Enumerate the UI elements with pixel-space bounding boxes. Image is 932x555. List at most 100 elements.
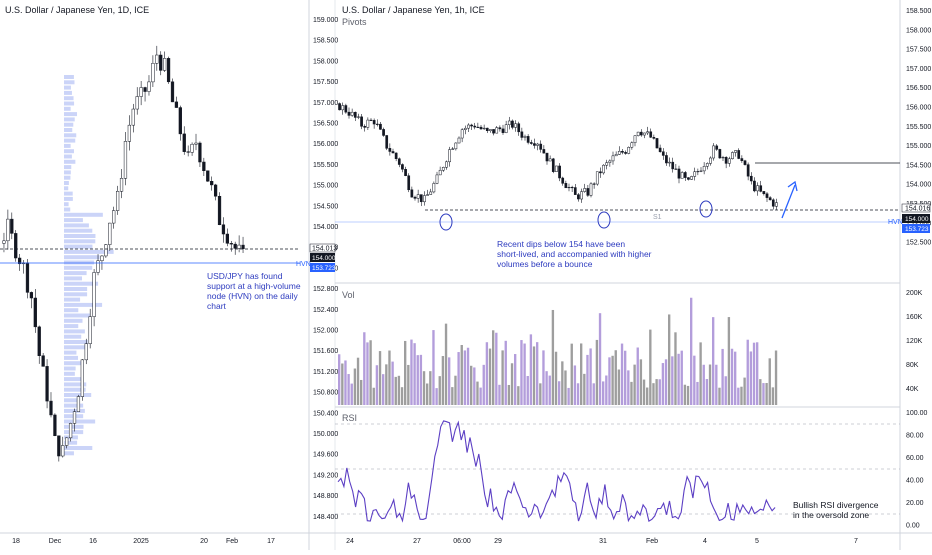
volume-bar (495, 332, 498, 405)
hourly-candle-body (671, 161, 675, 170)
volume-bar (690, 297, 693, 405)
profile-bar (64, 318, 83, 323)
hourly-candle-body (526, 136, 530, 143)
annotation-line-4: chart (207, 301, 227, 311)
hourly-candle-body (558, 165, 561, 179)
daily-candle-body (186, 151, 190, 153)
volume-bar (360, 379, 363, 405)
volume-bar (422, 371, 426, 405)
daily-candle-body (65, 437, 69, 446)
volume-bar (397, 375, 401, 405)
hourly-candle-body (511, 120, 514, 128)
daily-x-tick: 2025 (133, 538, 149, 545)
profile-bar (64, 106, 71, 111)
volume-bar (545, 371, 548, 405)
hourly-candle-body (621, 150, 624, 153)
hourly-candle-body (665, 155, 668, 164)
volume-bar (774, 350, 778, 405)
hourly-candle-body (429, 191, 433, 195)
hourly-candle-body (775, 202, 778, 207)
volume-bar (636, 347, 639, 405)
volume-bar (404, 340, 407, 405)
volume-bar (737, 387, 740, 405)
hourly-candle-body (599, 171, 602, 174)
rsi-y-tick: 40.00 (906, 478, 924, 485)
volume-bar (664, 359, 668, 405)
profile-bar (64, 223, 89, 228)
daily-candle-body (217, 195, 222, 226)
daily-y-axis: 159.000 158.500 158.000 157.500 157.000 156.5… (313, 17, 338, 521)
daily-candle-body (45, 366, 49, 402)
volume-bar (554, 351, 558, 405)
volume-bar (363, 332, 366, 405)
daily-y-tick: 149.200 (313, 472, 338, 479)
hourly-candle-body (454, 142, 458, 150)
hourly-chart-panel: U.S. Dollar / Japanese Yen, 1h, ICE Pivo… (335, 5, 931, 545)
daily-y-tick: 152.400 (313, 307, 338, 314)
hourly-candle-body (479, 126, 483, 130)
volume-bar (429, 371, 432, 405)
hourly-annotation-line-1: Recent dips below 154 have been (497, 239, 625, 249)
volume-bar (652, 383, 655, 405)
daily-x-tick: 16 (89, 538, 97, 545)
profile-bar (64, 239, 96, 244)
profile-bar (64, 419, 96, 424)
hourly-candle-body (353, 111, 357, 118)
volume-bar (696, 381, 699, 405)
hourly-candle-body (611, 155, 615, 162)
daily-candle-body (131, 108, 135, 126)
hourly-candle-body (495, 127, 499, 134)
volume-bar (586, 354, 589, 405)
volume-bar (476, 381, 479, 405)
volume-bar (699, 342, 702, 405)
profile-bar (64, 302, 103, 307)
profile-bar (64, 361, 83, 366)
hourly-candle-body (630, 142, 634, 148)
profile-bar (64, 324, 79, 329)
profile-bar (64, 159, 76, 164)
hourly-candle-body (413, 196, 417, 199)
profile-bar (64, 398, 80, 403)
hourly-candle-body (627, 147, 631, 154)
hourly-candle-body (369, 119, 373, 121)
volume-bar (759, 379, 762, 405)
volume-bar (473, 367, 476, 405)
hourly-candle-body (551, 158, 555, 172)
profile-bar (64, 265, 93, 270)
profile-bar (64, 207, 71, 212)
hourly-candle-body (661, 151, 665, 156)
hourly-candle-body (564, 183, 568, 189)
daily-x-tick: 18 (12, 538, 20, 545)
volume-bar (617, 369, 621, 405)
volume-bar (457, 352, 460, 405)
hourly-candle-body (643, 132, 646, 136)
volume-bar (605, 375, 608, 405)
volume-bar (410, 339, 413, 405)
volume-bar (639, 359, 643, 405)
volume-bar (627, 370, 630, 405)
volume-bar (435, 388, 438, 405)
hourly-candle-body (397, 158, 401, 165)
hourly-candle-body (699, 170, 703, 172)
volume-bar (350, 383, 353, 405)
hourly-candle-body (514, 123, 517, 128)
hourly-candle-body (715, 145, 719, 150)
daily-candle-body (41, 355, 45, 367)
daily-y-tick: 156.000 (313, 141, 338, 148)
hourly-candle-body (419, 194, 423, 203)
hourly-annotation-line-2: short-lived, and accompanied with higher (497, 249, 652, 259)
volume-bar (677, 353, 680, 405)
hourly-x-tick: 29 (494, 538, 502, 545)
hourly-candle-body (737, 150, 741, 159)
hourly-candle-body (350, 111, 354, 116)
volume-bar (482, 364, 485, 405)
profile-bar (64, 350, 77, 355)
daily-x-tick: Dec (49, 538, 62, 545)
volume-bar (510, 363, 514, 405)
hourly-y-tick: 153.000 (906, 220, 931, 227)
volume-bar (756, 342, 759, 405)
volume-bar (539, 383, 542, 405)
hourly-candle-body (690, 176, 693, 180)
hourly-candle-body (740, 158, 744, 161)
hourly-candle-body (586, 188, 590, 196)
